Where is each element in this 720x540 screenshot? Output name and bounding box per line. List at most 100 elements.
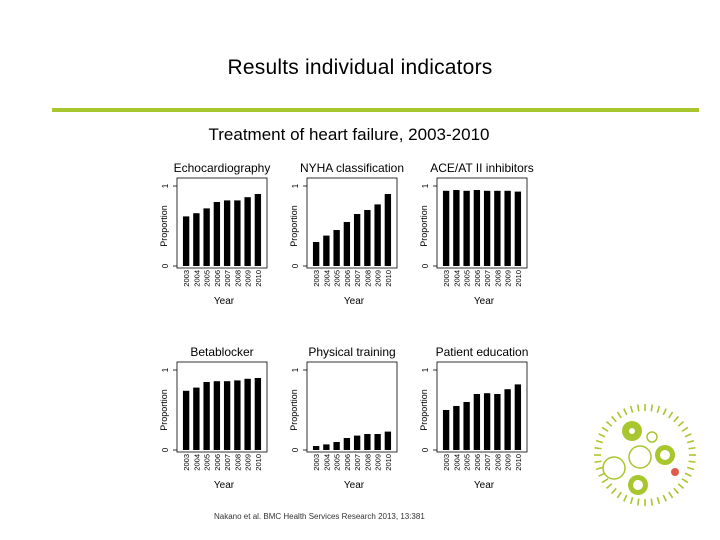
logo-tick: [595, 466, 604, 471]
bar: [223, 381, 231, 450]
y-tick-label: 0: [291, 447, 300, 452]
logo-tick: [688, 460, 696, 464]
logo-tick: [605, 420, 613, 427]
bar: [374, 204, 381, 266]
x-tick-label: 2006: [213, 270, 222, 287]
x-tick-label: 2005: [333, 454, 342, 471]
bar: [504, 389, 511, 450]
bar: [234, 380, 241, 450]
bar: [384, 194, 392, 266]
bar: [364, 434, 371, 450]
x-tick-label: 2008: [363, 454, 372, 471]
logo-tick: [686, 466, 695, 471]
logo-tick: [656, 496, 661, 505]
logo-tick: [668, 491, 674, 499]
panel-title: Betablocker: [190, 345, 253, 359]
y-axis-label: Proportion: [289, 205, 299, 247]
bar: [473, 394, 481, 450]
x-tick-label: 2003: [182, 454, 191, 471]
logo-tick: [650, 498, 654, 506]
bar: [514, 384, 522, 450]
x-tick-label: 2008: [493, 454, 502, 471]
y-tick-label: 0: [421, 447, 430, 452]
y-tick-label: 1: [161, 367, 170, 372]
logo-circle-1-inner: [629, 428, 635, 434]
title-underline: [52, 108, 699, 112]
x-tick-label: 2009: [374, 270, 383, 287]
logo-tick: [629, 405, 634, 414]
bar: [463, 402, 470, 450]
x-tick-label: 2007: [353, 454, 362, 471]
plot-frame: [306, 177, 398, 269]
y-axis-label: Proportion: [419, 205, 429, 247]
bar: [453, 406, 460, 450]
panel-title: Echocardiography: [174, 161, 271, 175]
logo-tick: [688, 446, 696, 450]
logo-tick: [594, 446, 602, 450]
logo-tick: [686, 439, 695, 444]
logo-tick: [616, 411, 622, 419]
logo-tick: [636, 404, 640, 412]
plot-frame: [176, 361, 268, 453]
bar: [473, 190, 481, 266]
bar: [234, 200, 241, 266]
logo-circle-6-inner: [633, 480, 643, 490]
x-tick-label: 2003: [182, 270, 191, 287]
y-tick-label: 0: [291, 263, 300, 268]
bar: [343, 438, 351, 450]
y-tick-label: 1: [161, 183, 170, 188]
x-tick-label: 2008: [233, 270, 242, 287]
x-tick-label: 2003: [442, 270, 451, 287]
y-axis-label: Proportion: [159, 389, 169, 431]
logo-tick: [684, 472, 692, 477]
x-tick-label: 2004: [452, 454, 461, 471]
x-tick-label: 2010: [254, 270, 263, 287]
logo-tick: [662, 408, 667, 416]
x-tick-label: 2005: [333, 270, 342, 287]
x-axis-label: Year: [214, 480, 235, 491]
y-axis-label: Proportion: [289, 389, 299, 431]
bar: [223, 200, 231, 266]
x-tick-label: 2009: [244, 270, 253, 287]
x-tick-label: 2004: [322, 270, 331, 287]
plot-frame: [436, 361, 528, 453]
bar: [213, 381, 221, 450]
x-axis-label: Year: [474, 480, 495, 491]
logo-tick: [629, 496, 634, 505]
x-tick-label: 2003: [312, 454, 321, 471]
bar: [353, 214, 361, 266]
chart-panel: ACE/AT II inhibitors 0 1 Proportion 2003 2004…: [419, 161, 534, 307]
bar: [494, 190, 501, 266]
figure-title: Treatment of heart failure, 2003-2010: [209, 125, 490, 144]
logo-tick: [598, 433, 606, 438]
logo-circle-4: [628, 445, 652, 469]
bar: [353, 435, 361, 450]
bar: [442, 190, 450, 266]
decorative-logo: [594, 404, 696, 506]
x-tick-label: 2007: [483, 270, 492, 287]
plot-frame: [306, 361, 398, 453]
bar: [333, 230, 340, 266]
x-tick-label: 2006: [343, 270, 352, 287]
x-tick-label: 2003: [312, 270, 321, 287]
x-tick-label: 2005: [463, 270, 472, 287]
logo-tick: [636, 498, 640, 506]
x-tick-label: 2009: [504, 270, 513, 287]
y-tick-label: 1: [291, 367, 300, 372]
y-axis-label: Proportion: [419, 389, 429, 431]
x-tick-label: 2010: [514, 270, 523, 287]
x-tick-label: 2007: [353, 270, 362, 287]
x-tick-label: 2008: [493, 270, 502, 287]
bar: [254, 378, 262, 450]
logo-circle-3: [602, 456, 626, 480]
x-tick-label: 2007: [223, 454, 232, 471]
bar: [203, 382, 210, 450]
x-tick-label: 2005: [203, 454, 212, 471]
bar: [193, 387, 200, 450]
plot-frame: [436, 177, 528, 269]
panel-title: Physical training: [308, 345, 395, 359]
